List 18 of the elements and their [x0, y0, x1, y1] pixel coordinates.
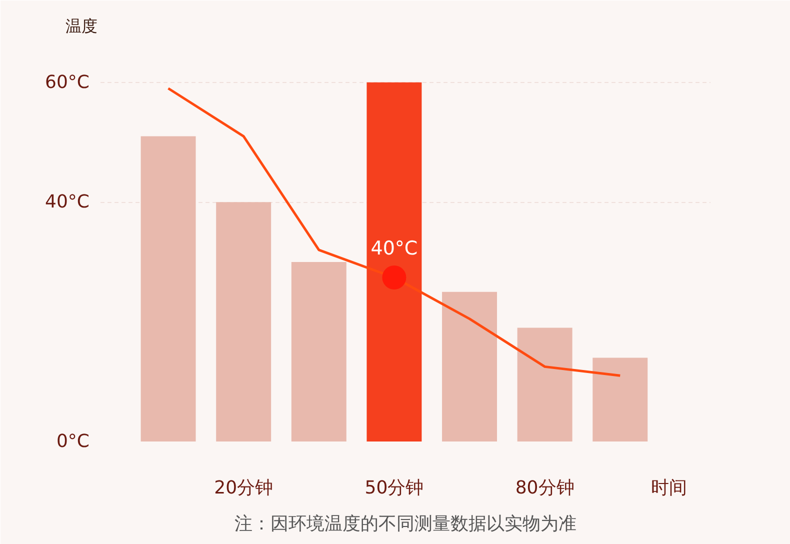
y-tick-label: 40°C [45, 192, 90, 213]
x-axis-title: 时间 [651, 478, 688, 498]
x-tick-label: 50分钟 [364, 478, 424, 498]
bar [517, 328, 572, 442]
x-tick-label: 80分钟 [515, 478, 574, 498]
bar [442, 292, 497, 442]
bar [216, 202, 272, 442]
bar [291, 262, 346, 442]
y-tick-label: 0°C [56, 431, 90, 452]
text: 注：因环境温度的不同测量数据以实物为准 [234, 514, 576, 534]
y-tick-label: 60°C [45, 72, 90, 93]
y-axis-title: 温度 [66, 16, 98, 36]
annotation: 40°C [370, 238, 418, 260]
bar [592, 358, 648, 442]
bar [366, 82, 422, 442]
x-tick-label: 20分钟 [214, 478, 274, 498]
bar [140, 136, 196, 442]
line-series [167, 87, 622, 377]
